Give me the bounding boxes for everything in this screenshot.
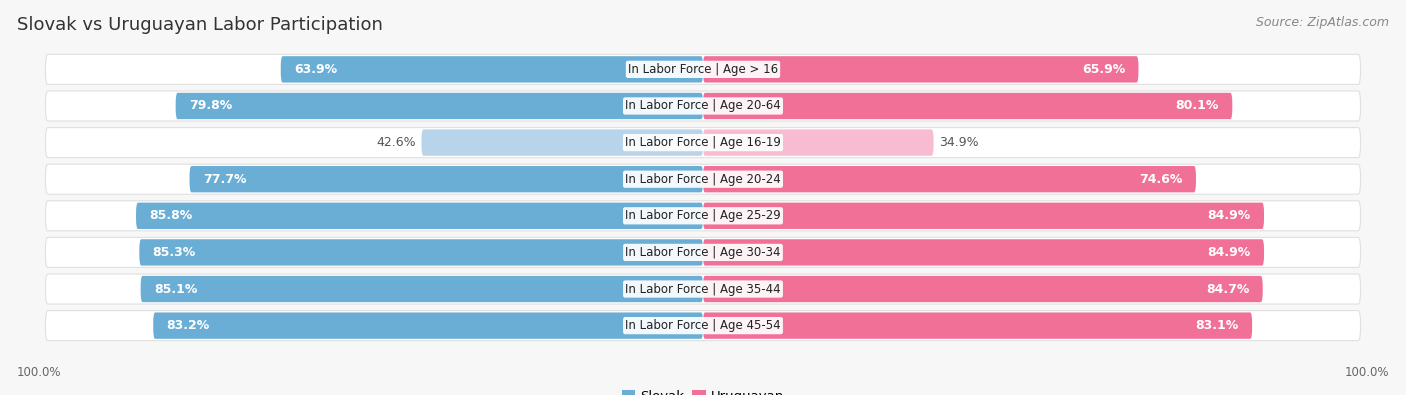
FancyBboxPatch shape (703, 239, 1264, 265)
FancyBboxPatch shape (141, 276, 703, 302)
FancyBboxPatch shape (703, 56, 1139, 83)
Text: 83.1%: 83.1% (1195, 319, 1239, 332)
Text: 74.6%: 74.6% (1139, 173, 1182, 186)
FancyBboxPatch shape (45, 91, 1361, 121)
Text: In Labor Force | Age > 16: In Labor Force | Age > 16 (628, 63, 778, 76)
Text: 85.8%: 85.8% (149, 209, 193, 222)
Text: 100.0%: 100.0% (17, 366, 62, 379)
FancyBboxPatch shape (45, 164, 1361, 194)
Text: In Labor Force | Age 16-19: In Labor Force | Age 16-19 (626, 136, 780, 149)
Text: 80.1%: 80.1% (1175, 100, 1219, 113)
Text: 79.8%: 79.8% (188, 100, 232, 113)
FancyBboxPatch shape (45, 55, 1361, 85)
Text: Slovak vs Uruguayan Labor Participation: Slovak vs Uruguayan Labor Participation (17, 16, 382, 34)
Legend: Slovak, Uruguayan: Slovak, Uruguayan (619, 386, 787, 395)
Text: In Labor Force | Age 45-54: In Labor Force | Age 45-54 (626, 319, 780, 332)
Text: 84.7%: 84.7% (1206, 282, 1250, 295)
FancyBboxPatch shape (703, 166, 1197, 192)
Text: 34.9%: 34.9% (939, 136, 979, 149)
Text: In Labor Force | Age 20-64: In Labor Force | Age 20-64 (626, 100, 780, 113)
FancyBboxPatch shape (139, 239, 703, 265)
Text: 85.3%: 85.3% (152, 246, 195, 259)
Text: 83.2%: 83.2% (166, 319, 209, 332)
FancyBboxPatch shape (45, 237, 1361, 267)
Text: 100.0%: 100.0% (1344, 366, 1389, 379)
FancyBboxPatch shape (422, 130, 703, 156)
FancyBboxPatch shape (45, 310, 1361, 340)
FancyBboxPatch shape (703, 93, 1232, 119)
Text: In Labor Force | Age 30-34: In Labor Force | Age 30-34 (626, 246, 780, 259)
Text: 63.9%: 63.9% (294, 63, 337, 76)
FancyBboxPatch shape (176, 93, 703, 119)
FancyBboxPatch shape (45, 274, 1361, 304)
Text: In Labor Force | Age 25-29: In Labor Force | Age 25-29 (626, 209, 780, 222)
FancyBboxPatch shape (703, 130, 934, 156)
Text: 65.9%: 65.9% (1083, 63, 1125, 76)
Text: In Labor Force | Age 20-24: In Labor Force | Age 20-24 (626, 173, 780, 186)
Text: In Labor Force | Age 35-44: In Labor Force | Age 35-44 (626, 282, 780, 295)
FancyBboxPatch shape (703, 276, 1263, 302)
FancyBboxPatch shape (703, 203, 1264, 229)
Text: 85.1%: 85.1% (153, 282, 197, 295)
Text: 77.7%: 77.7% (202, 173, 246, 186)
FancyBboxPatch shape (703, 312, 1253, 339)
FancyBboxPatch shape (45, 201, 1361, 231)
FancyBboxPatch shape (281, 56, 703, 83)
Text: Source: ZipAtlas.com: Source: ZipAtlas.com (1256, 16, 1389, 29)
FancyBboxPatch shape (136, 203, 703, 229)
FancyBboxPatch shape (45, 128, 1361, 158)
Text: 42.6%: 42.6% (377, 136, 416, 149)
FancyBboxPatch shape (190, 166, 703, 192)
Text: 84.9%: 84.9% (1208, 246, 1251, 259)
Text: 84.9%: 84.9% (1208, 209, 1251, 222)
FancyBboxPatch shape (153, 312, 703, 339)
